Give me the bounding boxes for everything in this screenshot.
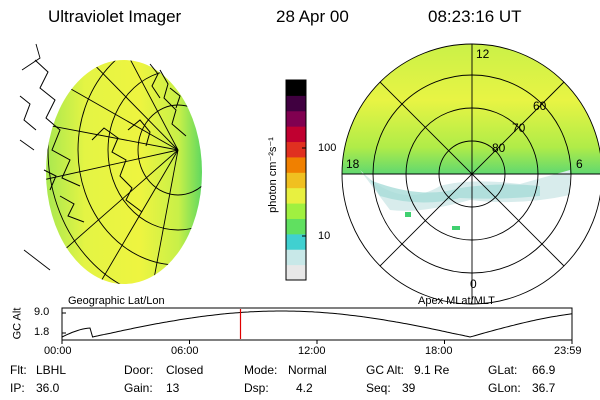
ip-value: 36.0 xyxy=(36,381,60,395)
mlat-label-60: 60 xyxy=(533,99,547,113)
glat-value: 66.9 xyxy=(532,363,556,377)
colorbar-segment xyxy=(286,203,306,219)
colorbar-tick-100: 100 xyxy=(318,142,336,154)
altitude-ytick-min: 1.8 xyxy=(34,326,50,338)
door-label: Door: xyxy=(124,363,154,377)
gc-alt-label: GC Alt: xyxy=(366,363,405,377)
mode-label: Mode: xyxy=(244,363,278,377)
door-value: Closed xyxy=(166,363,204,377)
dsp-value: 4.2 xyxy=(296,381,313,395)
mlt-label-12: 12 xyxy=(476,47,490,61)
glon-label: GLon: xyxy=(488,381,521,395)
time-label: 08:23:16 UT xyxy=(428,7,522,26)
colorbar-frame xyxy=(285,79,307,281)
xtick-0000: 00:00 xyxy=(44,345,72,357)
geographic-globe xyxy=(19,43,202,284)
ip-label: IP: xyxy=(10,381,25,395)
colorbar-segment xyxy=(286,187,306,204)
dsp-label: Dsp: xyxy=(244,381,269,395)
mode-value: Normal xyxy=(288,363,327,377)
colorbar-segment xyxy=(286,218,306,235)
seq-value: 39 xyxy=(402,381,416,395)
xtick-1200: 12:00 xyxy=(298,345,326,357)
mlat-label-70: 70 xyxy=(512,121,526,135)
altitude-ytick-max: 9.0 xyxy=(34,306,50,318)
mlat-label-80: 80 xyxy=(492,141,506,155)
colorbar-tick-10: 10 xyxy=(318,230,330,242)
gain-label: Gain: xyxy=(124,381,153,395)
instrument-title: Ultraviolet Imager xyxy=(48,7,182,26)
colorbar-segment xyxy=(286,233,306,250)
glat-label: GLat: xyxy=(488,363,518,377)
colorbar-segment xyxy=(286,126,306,143)
colorbar-segment xyxy=(286,264,306,281)
colorbar-unit-label: photon cm⁻²s⁻¹ xyxy=(267,137,279,213)
date-label: 28 Apr 00 xyxy=(276,7,349,26)
xtick-0600: 06:00 xyxy=(171,345,199,357)
xtick-1800: 18:00 xyxy=(425,345,453,357)
filter-value: LBHL xyxy=(36,363,67,377)
gain-value: 13 xyxy=(166,381,180,395)
colorbar-segment xyxy=(286,249,306,266)
glon-value: 36.7 xyxy=(532,381,556,395)
colorbar-segment xyxy=(286,110,306,127)
gc-alt-value: 9.1 Re xyxy=(414,363,450,377)
polar-caption: Apex MLat/MLT xyxy=(418,295,495,307)
polar-plot: 12 18 6 0 60 70 80 xyxy=(341,43,600,305)
mlt-label-6: 6 xyxy=(576,157,583,171)
altitude-plot xyxy=(61,307,573,344)
colorbar-segment xyxy=(286,80,306,96)
colorbar-segment xyxy=(286,156,306,173)
altitude-ylabel: GC Alt xyxy=(11,307,24,340)
globe-caption: Geographic Lat/Lon xyxy=(68,295,165,307)
colorbar-segment xyxy=(286,172,306,189)
intensity-colorbar xyxy=(285,79,307,281)
xtick-2359: 23:59 xyxy=(554,345,582,357)
filter-label: Flt: xyxy=(10,363,27,377)
mlt-label-18: 18 xyxy=(346,157,360,171)
mlt-label-0: 0 xyxy=(470,277,477,291)
colorbar-segment xyxy=(286,141,306,158)
colorbar-segment xyxy=(286,95,306,112)
seq-label: Seq: xyxy=(366,381,391,395)
